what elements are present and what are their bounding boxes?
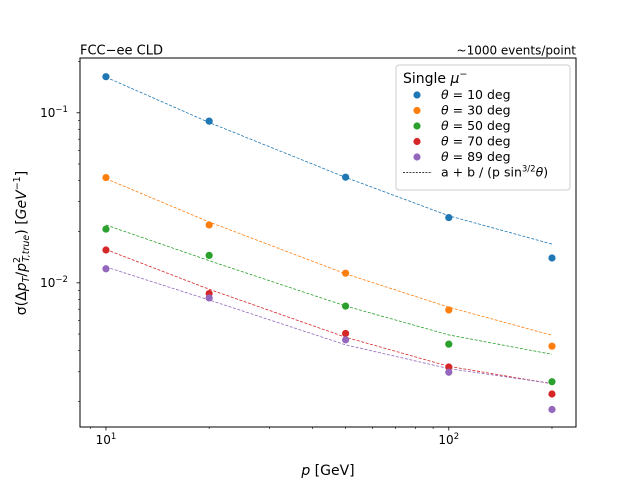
legend-marker-4 [413,153,421,161]
legend-label-0: θ = 10 deg [441,87,511,102]
data-point-s1-2 [341,269,350,277]
y-axis-label: σ(ΔpT/p2T,true) [GeV−1] [12,171,32,315]
y-axis-ticks: 10−2 10−1 [40,61,80,403]
y-tick-label: 10−2 [40,275,68,290]
data-point-s2-0 [102,225,110,233]
y-tick-label: 10−1 [40,105,68,120]
data-point-s2-4 [548,378,556,386]
axes-frame [79,57,577,428]
data-point-s4-3 [445,368,453,376]
data-point-s4-2 [341,336,350,344]
title-right: ~1000 events/point [457,44,577,58]
x-axis-ticks: 101 102 [89,427,553,447]
x-tick-label: 101 [96,432,117,447]
data-points [102,73,556,414]
legend-fit-label: a + b / (p sin3/2θ) [441,165,548,180]
fit-line-4 [105,266,553,384]
data-point-s3-0 [102,246,110,254]
data-point-s1-0 [102,173,110,182]
legend-label-4: θ = 89 deg [441,149,511,164]
data-point-s4-1 [205,294,213,302]
data-point-s0-0 [102,73,110,81]
x-tick-label: 102 [438,432,459,447]
data-point-s3-3 [445,363,453,371]
data-point-s2-1 [205,251,213,259]
data-point-s0-1 [205,117,213,125]
x-axis-label: p [GeV] [300,463,354,479]
legend-box [395,64,571,191]
data-point-s4-4 [548,405,556,414]
data-point-s2-3 [445,340,453,348]
legend-label-2: θ = 50 deg [441,118,511,133]
legend-marker-1 [413,106,421,115]
data-point-s0-2 [341,173,350,181]
legend-title: Single μ− [403,69,467,87]
data-point-s1-4 [548,342,556,350]
legend-marker-3 [413,137,421,146]
legend-label-1: θ = 30 deg [441,103,511,118]
legend-label-3: θ = 70 deg [441,134,511,149]
legend-marker-2 [413,122,421,130]
plot-area [79,57,577,428]
data-point-s0-3 [445,213,453,222]
data-point-s1-1 [205,221,213,229]
data-point-s2-2 [341,302,350,310]
data-point-s1-3 [445,306,453,314]
data-point-s4-0 [102,265,110,273]
data-point-s3-4 [548,390,556,398]
title-left: FCC−ee CLD [80,44,163,59]
data-point-s3-2 [341,329,350,338]
legend-marker-0 [413,91,421,99]
data-point-s0-4 [548,254,556,262]
